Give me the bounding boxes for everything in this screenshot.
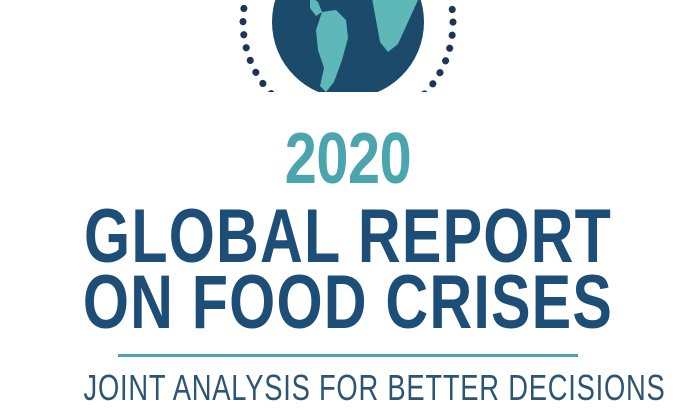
title-line-2: ON FOOD CRISES xyxy=(82,260,614,345)
page-title: GLOBAL REPORT ON FOOD CRISES xyxy=(0,194,696,345)
title-divider xyxy=(118,354,578,357)
title-line-1: GLOBAL REPORT xyxy=(84,194,612,279)
cover-subtitle: JOINT ANALYSIS FOR BETTER DECISIONS xyxy=(83,367,666,408)
cover-year: 2020 xyxy=(284,119,412,199)
logo-container xyxy=(0,0,696,92)
dotted-ring-icon xyxy=(239,0,457,92)
globe-icon xyxy=(239,0,457,92)
globe-landmasses xyxy=(310,0,418,92)
